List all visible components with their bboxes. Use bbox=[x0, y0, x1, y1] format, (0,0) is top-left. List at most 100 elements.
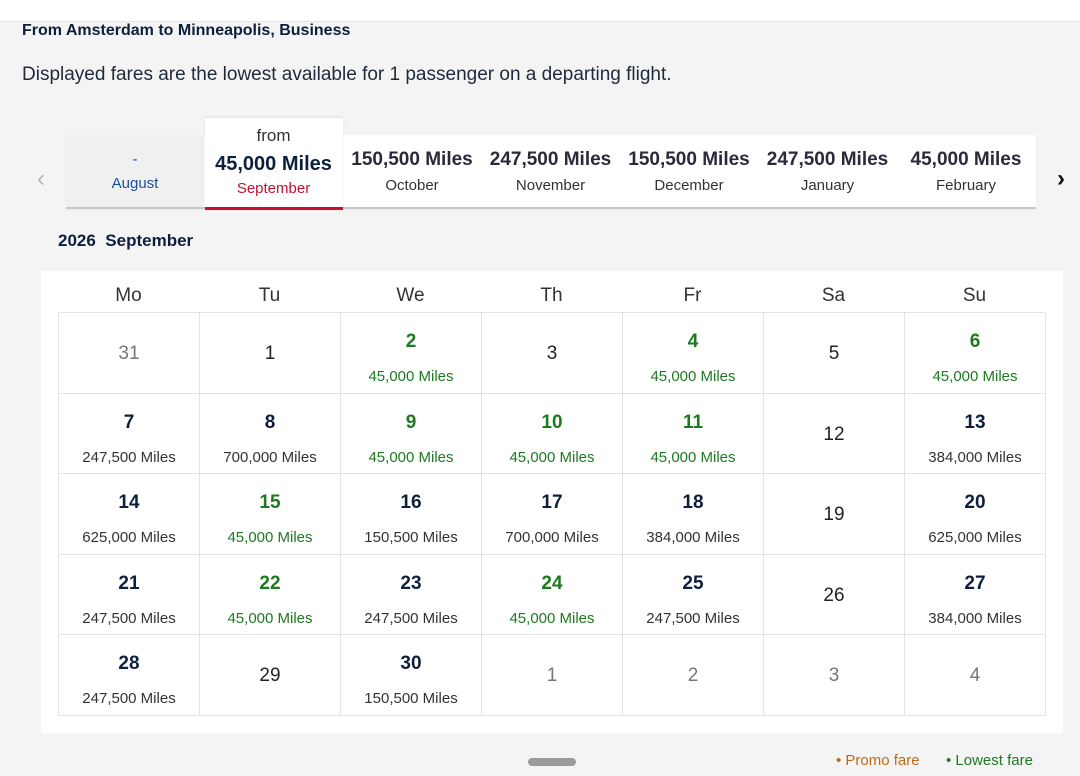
day-number: 15 bbox=[259, 492, 281, 514]
day-number: 22 bbox=[259, 572, 281, 594]
day-number: 3 bbox=[828, 665, 840, 687]
next-month-arrow-icon[interactable]: › bbox=[1057, 165, 1065, 192]
month-tab-february[interactable]: 45,000 Miles February bbox=[897, 135, 1035, 207]
calendar-day[interactable]: 22 45,000 Miles bbox=[200, 554, 341, 636]
day-number: 12 bbox=[823, 423, 845, 445]
day-number: 25 bbox=[682, 572, 704, 594]
month-name: December bbox=[654, 177, 724, 194]
month-from-label: from bbox=[256, 126, 291, 145]
day-fare: 700,000 Miles bbox=[223, 448, 317, 466]
calendar-day[interactable]: 9 45,000 Miles bbox=[341, 393, 482, 475]
calendar-day: 19 bbox=[764, 474, 905, 555]
day-fare: 625,000 Miles bbox=[82, 529, 176, 547]
calendar-day[interactable]: 23 247,500 Miles bbox=[341, 554, 482, 636]
calendar-day: 2 bbox=[623, 635, 764, 716]
fare-info-text: Displayed fares are the lowest available… bbox=[22, 64, 672, 85]
calendar-day[interactable]: 6 45,000 Miles bbox=[905, 313, 1046, 394]
weekday-header: We bbox=[396, 285, 425, 306]
month-tab-december[interactable]: 150,500 Miles December bbox=[620, 135, 758, 207]
legend-lowest-fare: • Lowest fare bbox=[946, 752, 1033, 769]
calendar-day[interactable]: 21 247,500 Miles bbox=[59, 554, 200, 636]
month-tab-august[interactable]: - August bbox=[66, 135, 204, 207]
month-tab-november[interactable]: 247,500 Miles November bbox=[482, 135, 620, 207]
day-fare: 45,000 Miles bbox=[650, 448, 736, 466]
calendar-day: 12 bbox=[764, 393, 905, 475]
calendar-day[interactable]: 4 45,000 Miles bbox=[623, 313, 764, 394]
calendar-day[interactable]: 13 384,000 Miles bbox=[905, 393, 1046, 475]
day-number: 2 bbox=[687, 665, 699, 687]
day-fare: 45,000 Miles bbox=[509, 448, 595, 466]
top-bar bbox=[0, 0, 1080, 22]
day-fare: 247,500 Miles bbox=[82, 690, 176, 708]
day-number: 13 bbox=[964, 411, 986, 433]
calendar-day: 29 bbox=[200, 635, 341, 716]
day-number: 1 bbox=[264, 343, 276, 364]
weekday-header: Sa bbox=[821, 285, 846, 306]
day-number: 27 bbox=[964, 572, 986, 594]
drag-handle[interactable] bbox=[528, 758, 576, 766]
month-price: - bbox=[132, 151, 138, 168]
calendar-day: 1 bbox=[200, 313, 341, 394]
day-fare: 150,500 Miles bbox=[364, 690, 458, 708]
day-number: 24 bbox=[541, 572, 563, 594]
route-title: From Amsterdam to Minneapolis, Business bbox=[22, 22, 351, 39]
day-fare: 247,500 Miles bbox=[82, 609, 176, 627]
day-number: 3 bbox=[546, 343, 558, 364]
day-number: 21 bbox=[118, 572, 140, 594]
weekday-header: Su bbox=[962, 285, 987, 306]
day-fare: 150,500 Miles bbox=[364, 529, 458, 547]
calendar-day[interactable]: 15 45,000 Miles bbox=[200, 474, 341, 555]
month-tab-october[interactable]: 150,500 Miles October bbox=[343, 135, 481, 207]
calendar-day[interactable]: 18 384,000 Miles bbox=[623, 474, 764, 555]
month-tab-september[interactable]: from 45,000 Miles September bbox=[204, 118, 343, 210]
calendar-day[interactable]: 10 45,000 Miles bbox=[482, 393, 623, 475]
day-number: 4 bbox=[969, 665, 981, 687]
calendar-day[interactable]: 2 45,000 Miles bbox=[341, 313, 482, 394]
calendar-day[interactable]: 30 150,500 Miles bbox=[341, 635, 482, 716]
day-number: 18 bbox=[682, 492, 704, 514]
day-fare: 384,000 Miles bbox=[928, 609, 1022, 627]
month-price: 150,500 Miles bbox=[351, 149, 473, 170]
month-price: 45,000 Miles bbox=[910, 149, 1022, 170]
month-tab-january[interactable]: 247,500 Miles January bbox=[759, 135, 897, 207]
calendar-day[interactable]: 7 247,500 Miles bbox=[59, 393, 200, 475]
day-fare: 45,000 Miles bbox=[509, 609, 595, 627]
day-number: 9 bbox=[405, 411, 417, 433]
prev-month-arrow-icon[interactable]: ‹ bbox=[37, 165, 45, 192]
day-number: 30 bbox=[400, 653, 422, 675]
day-fare: 384,000 Miles bbox=[928, 448, 1022, 466]
calendar-day[interactable]: 17 700,000 Miles bbox=[482, 474, 623, 555]
day-number: 11 bbox=[682, 411, 704, 433]
day-fare: 247,500 Miles bbox=[364, 609, 458, 627]
legend-promo-fare: • Promo fare bbox=[836, 752, 920, 769]
day-number: 6 bbox=[969, 331, 981, 352]
calendar-day[interactable]: 8 700,000 Miles bbox=[200, 393, 341, 475]
day-number: 16 bbox=[400, 492, 422, 514]
calendar-day[interactable]: 28 247,500 Miles bbox=[59, 635, 200, 716]
calendar-day: 3 bbox=[764, 635, 905, 716]
calendar-day[interactable]: 11 45,000 Miles bbox=[623, 393, 764, 475]
weekday-header: Th bbox=[540, 285, 563, 306]
month-name: November bbox=[515, 177, 586, 194]
calendar-day[interactable]: 14 625,000 Miles bbox=[59, 474, 200, 555]
calendar-day[interactable]: 20 625,000 Miles bbox=[905, 474, 1046, 555]
weekday-header: Tu bbox=[258, 285, 281, 306]
day-fare: 45,000 Miles bbox=[368, 368, 454, 385]
month-name: January bbox=[800, 177, 855, 194]
calendar-day[interactable]: 25 247,500 Miles bbox=[623, 554, 764, 636]
month-name: October bbox=[385, 177, 439, 194]
day-fare: 45,000 Miles bbox=[227, 529, 313, 547]
calendar-day[interactable]: 16 150,500 Miles bbox=[341, 474, 482, 555]
day-fare: 625,000 Miles bbox=[928, 529, 1022, 547]
day-number: 4 bbox=[687, 331, 699, 352]
calendar-day: 31 bbox=[59, 313, 200, 394]
calendar-day: 3 bbox=[482, 313, 623, 394]
day-number: 29 bbox=[259, 665, 281, 687]
weekday-header: Fr bbox=[683, 285, 702, 306]
day-number: 2 bbox=[405, 331, 417, 352]
calendar-day[interactable]: 24 45,000 Miles bbox=[482, 554, 623, 636]
day-fare: 700,000 Miles bbox=[505, 529, 599, 547]
day-number: 19 bbox=[823, 504, 845, 526]
day-number: 7 bbox=[123, 411, 135, 433]
calendar-day[interactable]: 27 384,000 Miles bbox=[905, 554, 1046, 636]
